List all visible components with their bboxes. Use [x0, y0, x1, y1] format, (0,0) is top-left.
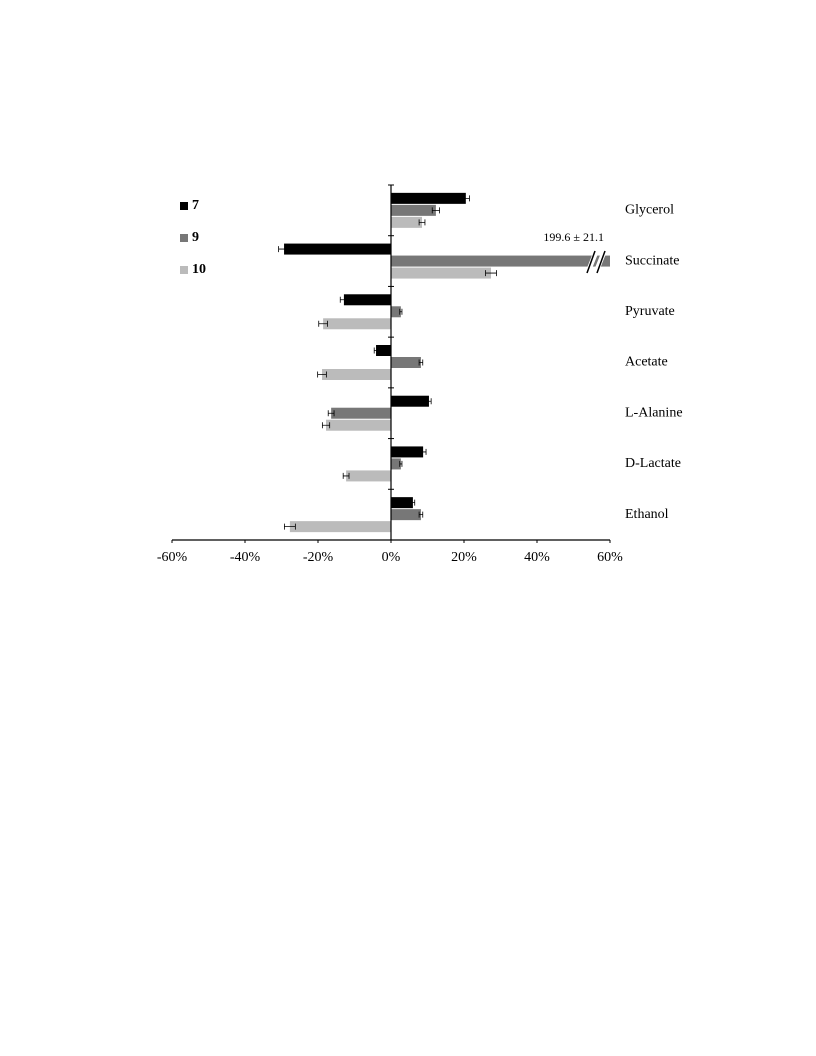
error-bar — [419, 448, 427, 455]
error-bar — [418, 359, 424, 366]
axis-break — [585, 250, 607, 274]
plot-area — [278, 192, 610, 533]
x-tick-label: -60% — [157, 550, 188, 565]
category-label: Glycerol — [625, 203, 674, 218]
bar — [323, 318, 391, 330]
bar — [391, 204, 436, 216]
x-tick-label: -40% — [230, 550, 261, 565]
error-bar — [399, 460, 403, 467]
bar — [289, 521, 391, 533]
legend-label: 7 — [192, 198, 199, 213]
error-bar — [339, 296, 348, 303]
x-tick-label: -20% — [303, 550, 334, 565]
error-bar — [327, 410, 335, 417]
bar — [391, 192, 466, 204]
category-label: D-Lactate — [625, 456, 681, 471]
bar — [391, 497, 413, 509]
category-label: Acetate — [625, 355, 668, 370]
error-bar — [284, 523, 296, 530]
error-bar — [399, 308, 403, 315]
legend-swatch — [180, 266, 188, 274]
bar — [343, 294, 391, 306]
legend-swatch — [180, 202, 188, 210]
error-bar — [431, 207, 440, 214]
category-label: Ethanol — [625, 507, 669, 522]
bar — [346, 470, 391, 482]
bar — [391, 357, 421, 368]
error-bar — [418, 219, 426, 226]
bar — [331, 407, 391, 419]
legend-swatch — [180, 234, 188, 242]
bar — [326, 419, 391, 431]
error-bar — [485, 270, 497, 277]
error-bar — [418, 511, 424, 518]
error-bar — [410, 499, 416, 506]
bar — [284, 243, 391, 255]
error-bar — [318, 320, 328, 327]
bar — [391, 446, 424, 458]
bar — [391, 509, 421, 521]
bar — [391, 267, 492, 279]
legend-label: 9 — [192, 230, 199, 245]
error-bar — [278, 246, 290, 253]
bar — [391, 216, 423, 228]
x-tick-label: 0% — [382, 550, 401, 565]
error-bar — [426, 398, 432, 405]
error-bar — [461, 195, 470, 202]
error-bar — [317, 371, 327, 378]
x-tick-label: 40% — [524, 550, 550, 565]
category-label: L-Alanine — [625, 405, 683, 420]
category-label: Succinate — [625, 253, 679, 268]
bar — [376, 345, 391, 356]
bar — [391, 306, 401, 318]
category-label: Pyruvate — [625, 304, 675, 319]
x-tick-label: 60% — [597, 550, 623, 565]
bar — [391, 255, 610, 267]
bar — [391, 395, 429, 407]
error-bar — [321, 422, 331, 429]
bar — [322, 369, 391, 380]
error-bar — [342, 472, 350, 479]
annotation: 199.6 ± 21.1 — [543, 230, 604, 244]
bar — [391, 458, 401, 470]
error-bar — [373, 347, 379, 354]
legend-label: 10 — [192, 262, 206, 277]
x-tick-label: 20% — [451, 550, 477, 565]
